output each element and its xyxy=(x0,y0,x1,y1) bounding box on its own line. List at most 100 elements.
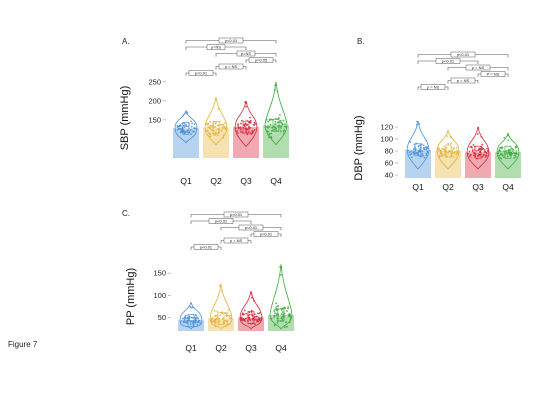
data-point-Q3 xyxy=(247,131,250,134)
data-point-Q2 xyxy=(217,108,220,110)
data-point-Q4 xyxy=(276,312,279,315)
data-point-Q2 xyxy=(215,98,218,101)
data-point-Q4 xyxy=(268,136,270,139)
data-point-Q3 xyxy=(257,318,260,321)
data-point-Q3 xyxy=(249,116,251,119)
p-value-label: p<0.01 xyxy=(195,70,208,75)
data-point-Q2 xyxy=(436,149,439,152)
data-point-Q2 xyxy=(218,128,221,131)
data-point-Q4 xyxy=(273,123,276,126)
data-point-Q4 xyxy=(497,152,500,155)
data-point-Q3 xyxy=(477,148,480,151)
data-point-Q3 xyxy=(248,121,251,124)
data-point-Q2 xyxy=(209,133,212,135)
data-point-Q3 xyxy=(251,318,254,321)
data-point-Q2 xyxy=(216,134,219,137)
data-point-Q4 xyxy=(279,121,281,123)
data-point-Q4 xyxy=(283,312,286,315)
data-point-Q3 xyxy=(236,130,238,132)
p-value-label: p=NS xyxy=(211,44,221,49)
data-point-Q1 xyxy=(419,148,422,150)
data-point-Q1 xyxy=(418,123,421,125)
data-point-Q2 xyxy=(209,125,212,127)
data-point-Q2 xyxy=(456,149,458,152)
data-point-Q4 xyxy=(270,136,273,139)
data-point-Q4 xyxy=(270,132,273,135)
data-point-Q4 xyxy=(503,136,506,139)
data-point-Q1 xyxy=(176,124,179,127)
data-point-Q3 xyxy=(468,155,471,158)
data-point-Q1 xyxy=(187,319,190,322)
data-point-Q3 xyxy=(471,150,474,153)
data-point-Q2 xyxy=(207,126,210,129)
data-point-Q1 xyxy=(414,152,416,155)
p-value-box xyxy=(218,37,244,44)
data-point-Q4 xyxy=(288,313,291,316)
data-point-Q4 xyxy=(280,266,283,268)
data-point-Q1 xyxy=(182,130,185,133)
data-point-Q2 xyxy=(218,130,220,133)
data-point-Q3 xyxy=(242,126,245,129)
data-point-Q4 xyxy=(283,326,286,329)
data-point-Q3 xyxy=(253,121,256,124)
data-point-Q3 xyxy=(260,316,263,319)
data-point-Q2 xyxy=(220,123,223,126)
data-point-Q3 xyxy=(237,125,240,128)
data-point-Q2 xyxy=(226,323,228,326)
data-point-Q4 xyxy=(503,153,506,155)
p-value-box xyxy=(480,71,506,77)
data-point-Q4 xyxy=(270,317,273,320)
data-point-Q1 xyxy=(189,323,192,325)
data-point-Q2 xyxy=(215,314,217,317)
data-point-Q4 xyxy=(268,133,271,135)
p-value-box xyxy=(206,44,226,50)
data-point-Q1 xyxy=(413,143,416,146)
data-point-Q2 xyxy=(224,128,227,131)
p-value-box xyxy=(236,50,256,57)
violin-Q2 xyxy=(209,284,233,330)
data-point-Q4 xyxy=(270,129,273,132)
data-point-Q4 xyxy=(280,122,283,125)
data-point-Q4 xyxy=(283,129,286,132)
data-point-Q3 xyxy=(486,149,489,152)
data-point-Q2 xyxy=(217,317,220,320)
data-point-Q3 xyxy=(244,122,247,125)
data-point-Q2 xyxy=(219,284,221,286)
data-point-Q4 xyxy=(502,156,505,159)
y-tick-label: 150 xyxy=(148,115,161,124)
data-point-Q2 xyxy=(450,154,453,157)
data-point-Q4 xyxy=(515,150,518,152)
data-point-Q2 xyxy=(222,134,225,137)
data-point-Q1 xyxy=(424,146,427,149)
data-point-Q2 xyxy=(207,122,210,125)
data-point-Q3 xyxy=(247,127,250,129)
data-point-Q4 xyxy=(273,314,276,317)
data-point-Q3 xyxy=(246,128,249,131)
data-point-Q3 xyxy=(485,151,488,154)
p-value-box xyxy=(435,58,461,64)
data-point-Q2 xyxy=(209,120,212,123)
data-point-Q3 xyxy=(248,318,251,320)
data-point-Q3 xyxy=(258,312,261,314)
data-point-Q1 xyxy=(186,111,189,114)
data-point-Q1 xyxy=(413,150,416,153)
data-point-Q3 xyxy=(476,157,478,160)
data-point-Q3 xyxy=(249,121,252,124)
data-point-Q1 xyxy=(416,120,419,123)
data-point-Q4 xyxy=(280,307,283,310)
data-point-Q4 xyxy=(507,149,510,152)
data-point-Q3 xyxy=(241,131,244,134)
data-point-Q1 xyxy=(180,320,183,322)
data-point-Q2 xyxy=(450,146,453,149)
data-point-Q1 xyxy=(186,131,189,134)
data-point-Q3 xyxy=(243,125,246,128)
data-point-Q4 xyxy=(279,126,282,129)
data-point-Q3 xyxy=(246,120,249,122)
data-point-Q4 xyxy=(281,315,284,318)
p-value-box xyxy=(420,84,446,90)
panel-label: C. xyxy=(122,209,130,218)
data-point-Q2 xyxy=(443,150,446,153)
data-point-Q4 xyxy=(276,308,279,311)
data-point-Q2 xyxy=(453,147,456,149)
data-point-Q4 xyxy=(266,125,269,128)
